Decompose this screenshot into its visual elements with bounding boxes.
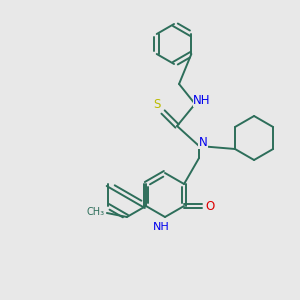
Text: S: S [153,98,161,112]
Text: O: O [206,200,215,212]
Text: NH: NH [153,222,169,232]
Text: NH: NH [193,94,211,106]
Text: N: N [199,136,207,148]
Text: CH₃: CH₃ [87,207,105,217]
